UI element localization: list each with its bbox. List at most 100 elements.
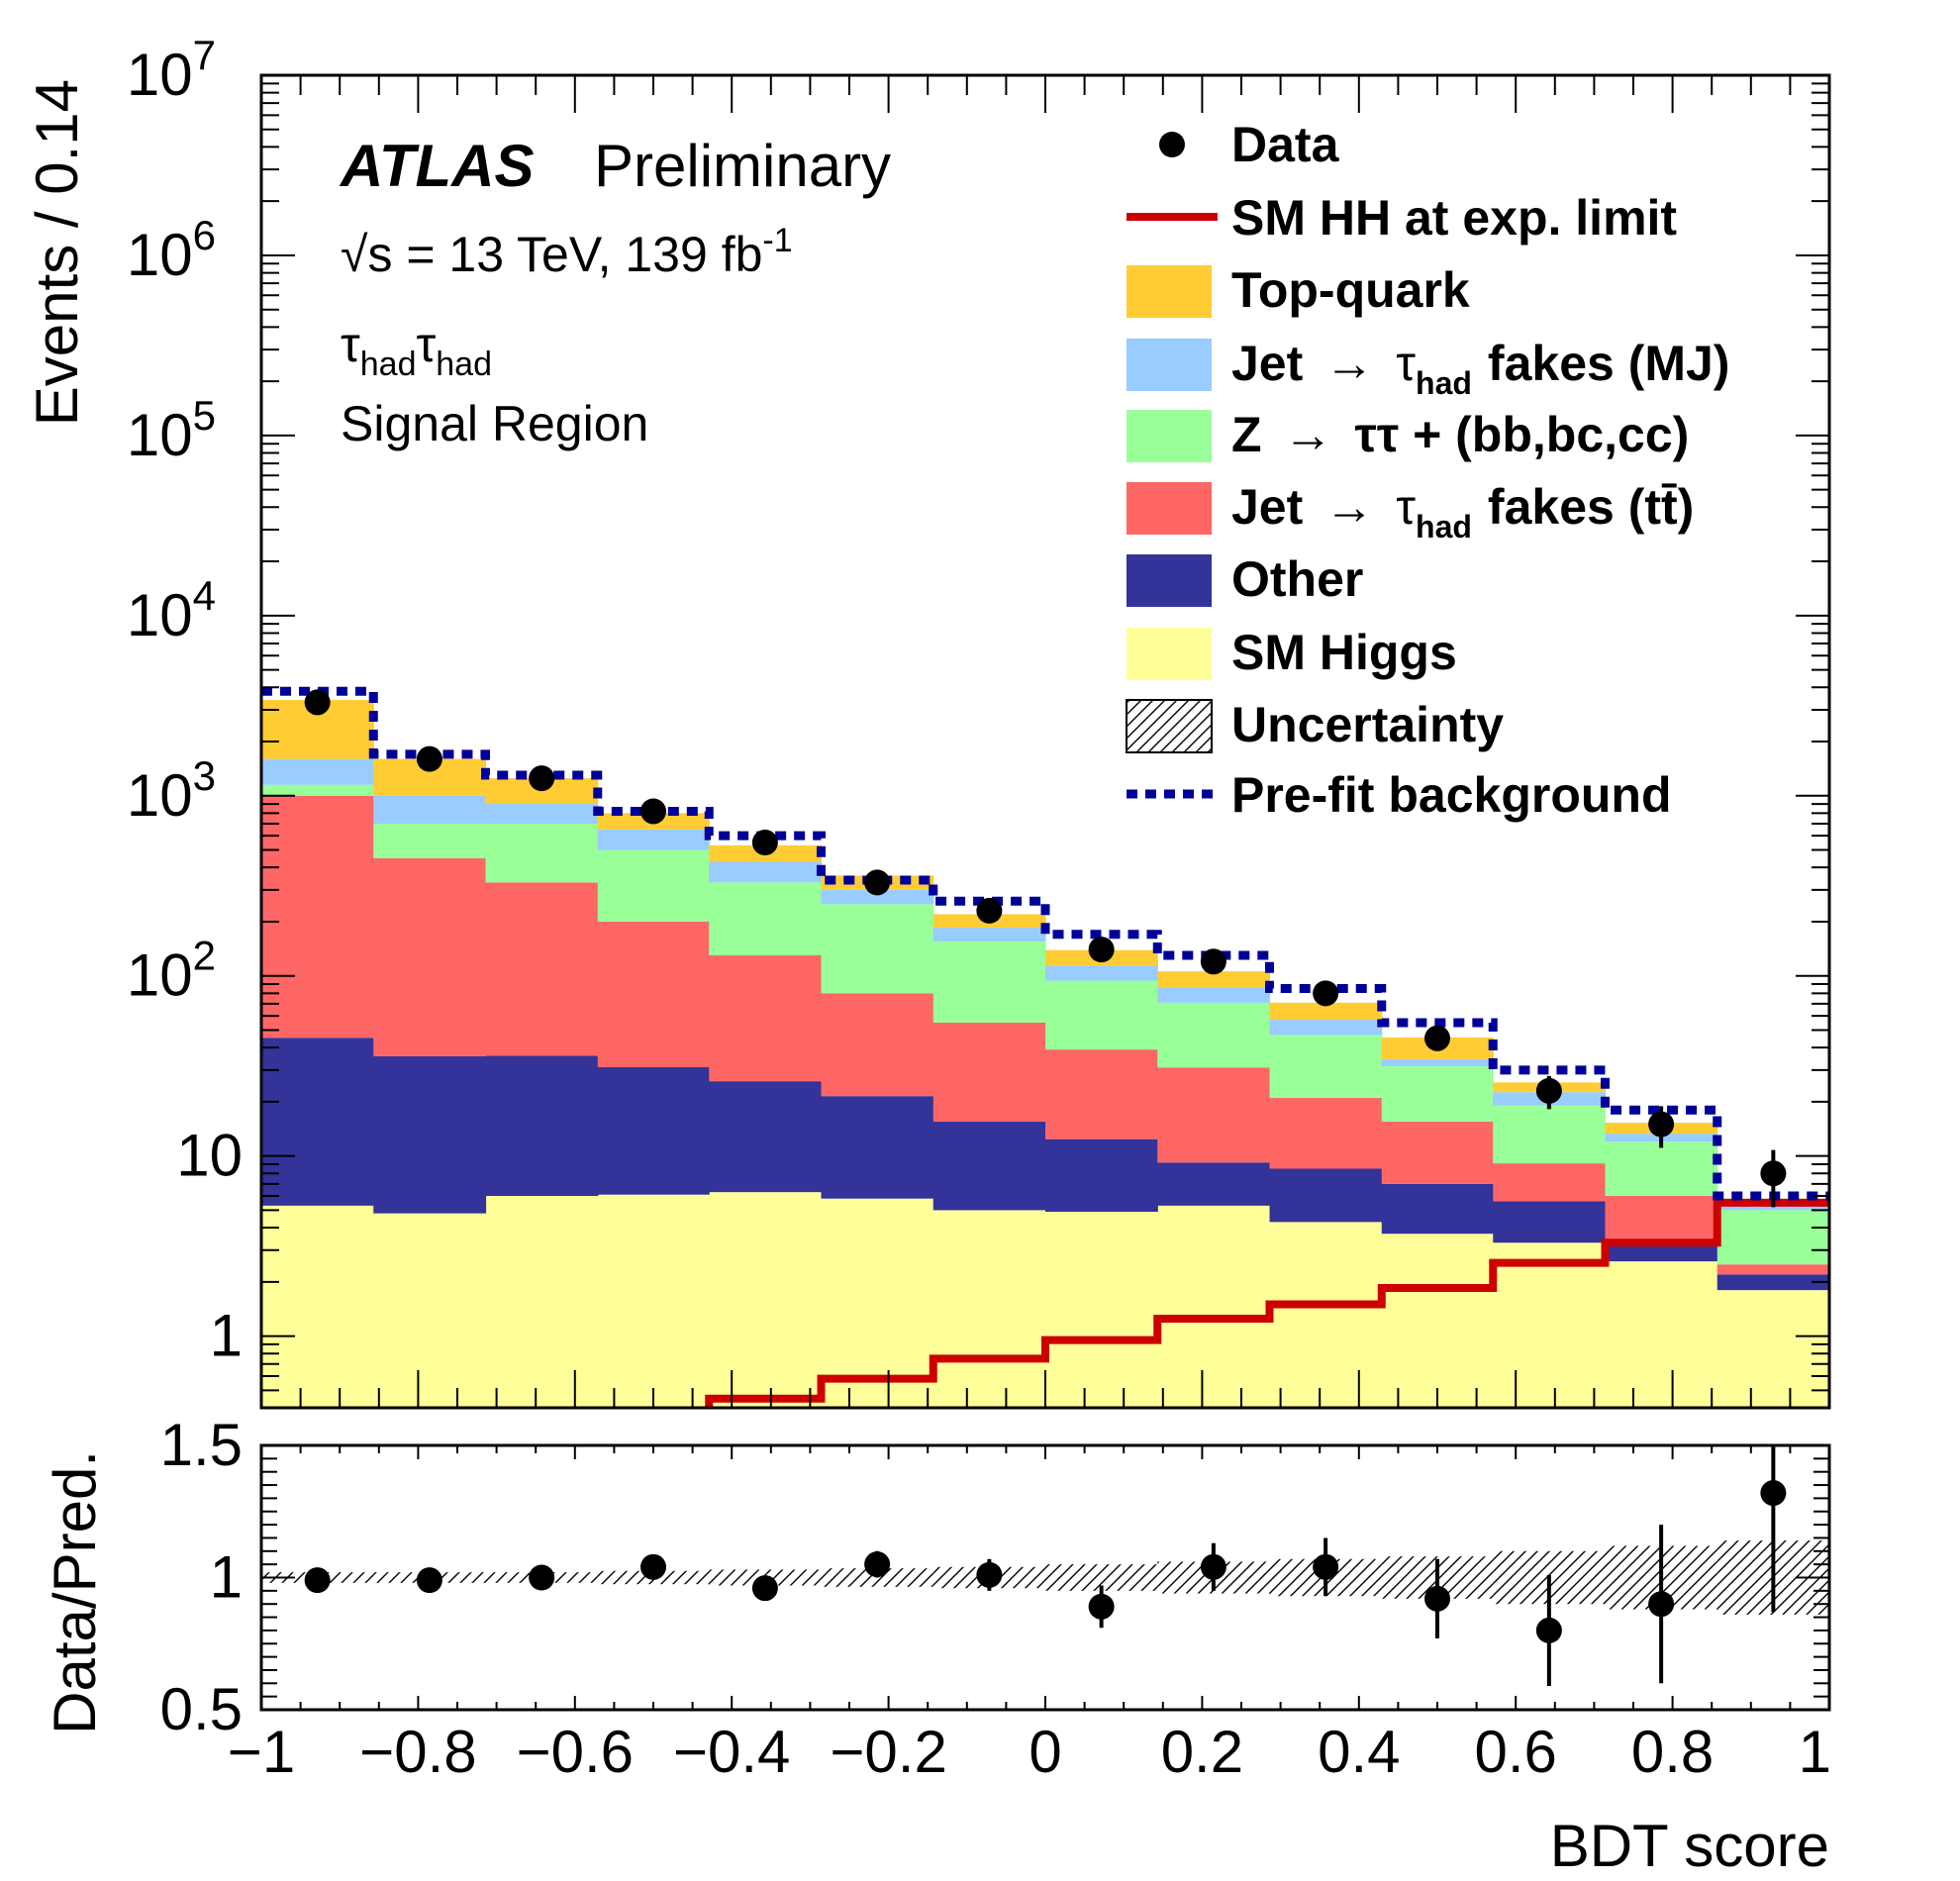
bar-other-4 [709,1081,823,1193]
bar-sm-higgs-13 [1716,1290,1829,1408]
bar-sm-higgs-3 [597,1194,710,1408]
x-tick-labels: −1 −0.8 −0.6 −0.4 −0.2 0 0.2 0.4 0.6 0.8 1 [228,1719,1831,1785]
y-axis-title-ratio: Data/Pred. [42,1450,108,1734]
ratio-axes: 0.5 1 1.5 [160,1412,1830,1742]
ratio-point-2 [529,1564,555,1591]
data-point-5 [864,869,891,896]
bar-jet-had-fakes-mj-4 [709,861,823,883]
bar-other-9 [1269,1168,1383,1223]
bar-jet-had-fakes-tt-13 [1716,1264,1829,1275]
data-point-4 [751,830,778,856]
bar-top-quark-9 [1269,1002,1383,1021]
legend-mj-swatch [1127,339,1212,391]
data-point-12 [1648,1111,1675,1138]
bar-jet-had-fakes-tt-9 [1269,1098,1383,1169]
bar-z-bb-bc-cc-13 [1716,1210,1829,1265]
x-tick-label: 0.8 [1631,1719,1714,1785]
bar-jet-had-fakes-mj-3 [597,829,710,850]
bar-z-bb-bc-cc-5 [821,904,934,994]
legend-other-swatch [1127,554,1212,607]
bar-other-1 [373,1055,487,1214]
preliminary-label: Preliminary [594,133,891,199]
legend-top-label: Top-quark [1231,262,1470,318]
ratio-point-9 [1313,1553,1339,1580]
ratio-point-5 [864,1551,891,1578]
x-axis-title: BDT score [1550,1813,1829,1879]
bar-sm-higgs-5 [821,1198,934,1408]
legend-other-label: Other [1231,551,1363,607]
bar-sm-higgs-1 [373,1213,487,1408]
bar-jet-had-fakes-tt-3 [597,921,710,1068]
bar-jet-had-fakes-tt-7 [1045,1049,1158,1139]
bar-sm-higgs-10 [1381,1234,1494,1408]
bar-jet-had-fakes-mj-9 [1269,1020,1383,1036]
bar-z-bb-bc-cc-9 [1269,1035,1383,1099]
bar-other-5 [821,1096,934,1199]
data-point-6 [976,897,1003,924]
bar-z-bb-bc-cc-0 [261,784,374,796]
bar-jet-had-fakes-tt-4 [709,954,823,1082]
bar-other-11 [1493,1201,1607,1243]
data-point-10 [1424,1025,1450,1051]
bar-jet-had-fakes-tt-0 [261,795,374,1039]
ratio-point-12 [1648,1591,1675,1618]
x-tick-label: 0.4 [1318,1719,1400,1785]
ratio-point-7 [1088,1593,1115,1620]
legend-higgs-swatch [1127,628,1212,680]
bar-jet-had-fakes-tt-12 [1605,1196,1718,1243]
ratio-uncertainty-band [261,1540,1829,1615]
bar-sm-higgs-11 [1493,1242,1607,1408]
ratio-point-3 [640,1553,666,1580]
energy-label: √s = 13 TeV, 139 fb-1 [341,222,793,282]
bar-jet-had-fakes-mj-2 [485,804,599,824]
bar-other-3 [597,1067,710,1195]
bar-jet-had-fakes-tt-2 [485,882,599,1056]
x-tick-label: −0.2 [830,1719,946,1785]
ratio-point-4 [751,1575,778,1602]
bar-jet-had-fakes-tt-1 [373,857,487,1056]
bar-jet-had-fakes-tt-11 [1493,1163,1607,1202]
bar-other-12 [1605,1242,1718,1262]
bar-top-quark-8 [1157,971,1271,988]
bar-jet-had-fakes-tt-6 [932,1022,1046,1123]
atlas-label: ATLAS [339,133,535,199]
data-point-3 [640,798,666,825]
x-tick-label: −1 [228,1719,295,1785]
bar-jet-had-fakes-mj-0 [261,758,374,785]
bar-sm-higgs-12 [1605,1261,1718,1408]
data-point-2 [529,765,555,792]
y-tick-label-main: 1 [210,1303,243,1369]
x-tick-label: 0 [1029,1719,1061,1785]
legend: Data SM HH at exp. limit Top-quark Jet → τ… [1126,117,1729,823]
data-point-11 [1535,1077,1562,1104]
bar-jet-had-fakes-mj-13 [1716,1205,1829,1211]
bar-z-bb-bc-cc-10 [1381,1065,1494,1123]
bar-other-10 [1381,1183,1494,1235]
bar-sm-higgs-8 [1157,1205,1271,1408]
x-tick-label: 0.6 [1474,1719,1556,1785]
legend-hh-label: SM HH at exp. limit [1231,190,1677,246]
bar-z-bb-bc-cc-2 [485,823,599,883]
data-point-7 [1088,937,1115,963]
y-axis-title-main: Events / 0.14 [24,79,90,426]
bar-other-2 [485,1055,599,1197]
bar-other-7 [1045,1138,1158,1213]
x-tick-label: 1 [1799,1719,1831,1785]
data-point-0 [304,689,331,716]
legend-ttfake-swatch [1127,482,1212,535]
bar-jet-had-fakes-mj-1 [373,795,487,824]
y-tick-label-main: 104 [127,572,216,648]
data-point-1 [416,745,442,772]
ratio-point-11 [1535,1617,1562,1643]
data-point-9 [1313,980,1339,1007]
legend-data-marker [1159,132,1185,157]
ratio-data-points [304,1445,1787,1686]
hh-signal-line [705,1198,1829,1408]
legend-data-label: Data [1231,117,1340,172]
ratio-point-8 [1200,1553,1226,1580]
bar-sm-higgs-6 [932,1210,1046,1408]
data-point-13 [1760,1160,1787,1187]
ratio-point-1 [416,1567,442,1594]
bar-z-bb-bc-cc-12 [1605,1141,1718,1197]
